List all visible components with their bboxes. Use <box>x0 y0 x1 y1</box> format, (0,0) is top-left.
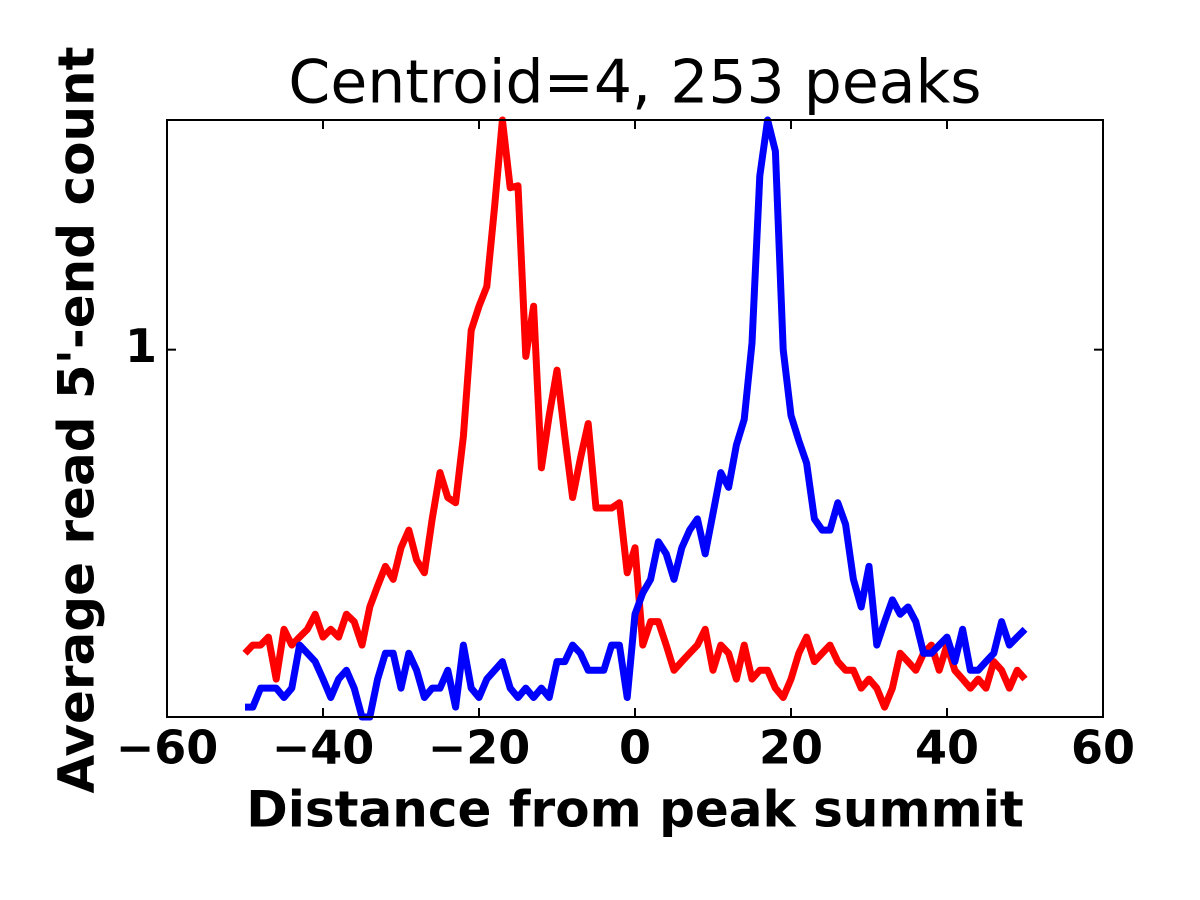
x-tick-label: 60 <box>1071 721 1135 775</box>
x-tick-label: −40 <box>272 721 375 775</box>
x-tick-label: 0 <box>619 721 651 775</box>
x-tick-label: 40 <box>915 721 979 775</box>
x-tick-label: −60 <box>116 721 219 775</box>
chart-title: Centroid=4, 253 peaks <box>288 48 981 118</box>
y-axis-label: Average read 5'-end count <box>48 46 106 793</box>
data-line <box>245 116 1028 721</box>
data-line <box>242 116 1028 711</box>
x-tick-label: −20 <box>428 721 531 775</box>
x-tick-label: 20 <box>759 721 823 775</box>
x-axis-label: Distance from peak summit <box>246 781 1024 839</box>
y-tick-label: 1 <box>125 319 157 373</box>
